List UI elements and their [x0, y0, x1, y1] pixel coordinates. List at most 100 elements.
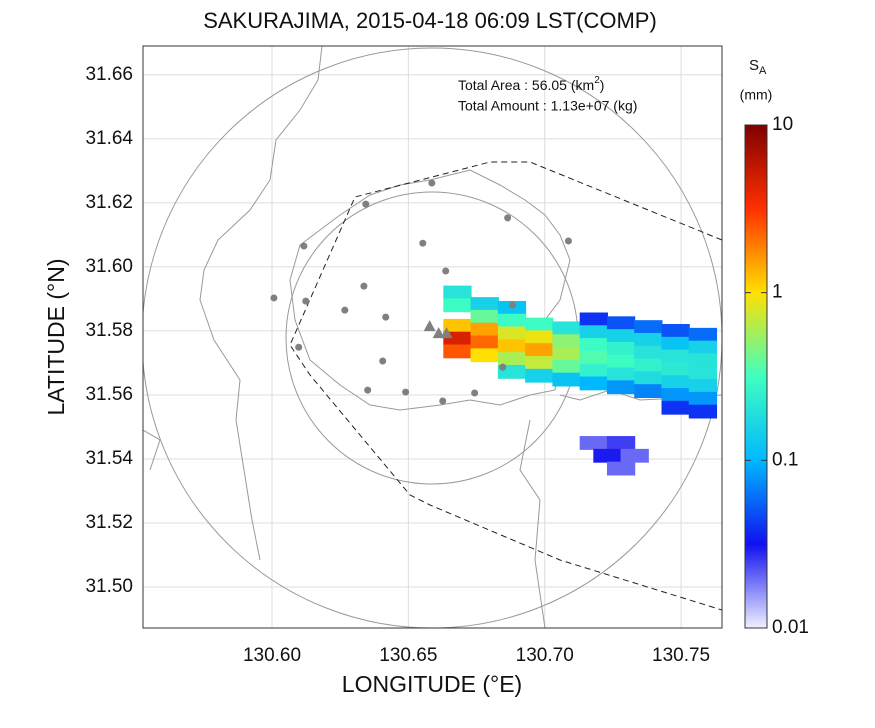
station	[509, 301, 517, 309]
station	[419, 239, 427, 247]
ash-cell	[606, 436, 636, 450]
annotation: Total Area : 56.05 (km2)	[458, 75, 604, 93]
ash-cell	[525, 343, 554, 358]
y-tick-label: 31.52	[85, 512, 133, 533]
ash-cell	[443, 318, 472, 333]
x-tick-label: 130.75	[652, 645, 710, 666]
x-tick-label: 130.65	[379, 645, 437, 666]
y-tick-label: 31.64	[85, 128, 133, 149]
vent	[432, 327, 445, 339]
ash-cell	[634, 345, 663, 360]
station	[360, 282, 368, 290]
annotation: Total Amount : 1.13e+07 (kg)	[458, 98, 637, 114]
stations	[270, 179, 572, 405]
ash-cell	[497, 352, 527, 366]
ash-cell	[620, 448, 649, 463]
colorbar-unit: (mm)	[740, 87, 773, 103]
station	[379, 357, 387, 365]
ash-cell	[634, 384, 663, 399]
ash-cell	[552, 347, 581, 361]
ash-cell	[552, 372, 581, 387]
ash-cell	[661, 400, 690, 415]
annotation-sup: 2	[594, 75, 600, 86]
ash-cell	[606, 367, 636, 382]
ash-cell	[634, 332, 663, 347]
colorbar-label-main: S	[749, 57, 759, 74]
colorbar-tick-label: 0.01	[772, 617, 809, 638]
ash-cell	[470, 322, 499, 337]
colorbar-tick-label: 10	[772, 114, 793, 135]
ash-cell	[470, 335, 499, 350]
ash-cell	[497, 339, 527, 354]
station	[428, 179, 436, 187]
plot-area	[143, 46, 722, 628]
ash-cell	[661, 375, 690, 390]
ash-cell	[470, 348, 499, 363]
ash-cell	[525, 368, 554, 383]
ash-cell	[579, 325, 608, 340]
ash-cell	[634, 320, 663, 334]
station	[270, 294, 278, 302]
y-axis-label: LATITUDE (°N)	[43, 259, 69, 416]
ash-cell	[579, 338, 608, 352]
station	[402, 388, 410, 396]
ash-cell	[443, 298, 472, 313]
y-tick-label: 31.58	[85, 320, 133, 341]
ash-cell	[661, 324, 690, 338]
ash-cell	[688, 404, 718, 419]
y-tick-label: 31.54	[85, 448, 133, 469]
annotation-tail: )	[600, 77, 605, 93]
ash-cell	[606, 316, 636, 331]
range-ring	[143, 47, 722, 628]
ash-cell	[443, 285, 472, 300]
ash-cell	[443, 344, 472, 359]
station	[564, 237, 572, 245]
colorbar-label: SA	[749, 57, 767, 77]
station	[362, 200, 370, 208]
ash-cell	[634, 358, 663, 373]
ash-cell	[579, 436, 608, 450]
ash-cell	[579, 376, 608, 391]
ash-cell	[661, 388, 690, 402]
x-axis-label: LONGITUDE (°E)	[342, 671, 522, 697]
grid	[143, 46, 722, 628]
ash-cell	[525, 356, 554, 370]
ash-cell	[470, 297, 499, 311]
plot-frame	[142, 45, 723, 629]
annotation-text: Total Area : 56.05 (km	[458, 77, 594, 93]
station	[300, 242, 308, 250]
chart-title: SAKURAJIMA, 2015-04-18 06:09 LST(COMP)	[203, 8, 657, 33]
ash-cell	[688, 379, 718, 393]
station	[302, 297, 310, 305]
ash-cell	[606, 354, 636, 369]
colorbar	[744, 124, 768, 629]
y-tick-label: 31.60	[85, 256, 133, 277]
ash-cell	[606, 380, 636, 395]
ash-cell	[470, 309, 499, 324]
y-tick-label: 31.50	[85, 576, 133, 597]
colorbar-label-sub: A	[759, 65, 767, 77]
ash-cell	[661, 349, 690, 364]
station	[439, 397, 447, 405]
y-tick-label: 31.66	[85, 64, 133, 85]
ash-cell	[593, 448, 622, 463]
ash-cell	[688, 340, 718, 355]
ash-cell	[606, 341, 636, 356]
ash-cell	[497, 326, 527, 341]
ash-cell	[579, 312, 608, 327]
station	[382, 313, 390, 321]
station	[295, 343, 303, 351]
ash-cell	[552, 334, 581, 349]
ash-cell	[579, 350, 608, 365]
colorbar-tick-label: 0.1	[772, 449, 798, 470]
station	[499, 363, 507, 371]
ash-cell	[688, 391, 718, 406]
station	[364, 386, 372, 394]
y-tick-label: 31.56	[85, 384, 133, 405]
ash-cell	[688, 353, 718, 368]
ash-cell	[525, 317, 554, 332]
station	[471, 389, 479, 397]
ash-cell	[661, 336, 690, 351]
ash-cell	[552, 321, 581, 336]
